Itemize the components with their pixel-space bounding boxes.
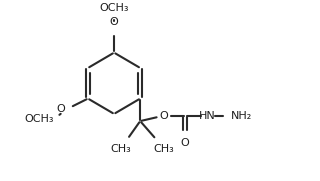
Text: O: O	[181, 138, 189, 148]
Text: OCH₃: OCH₃	[24, 114, 54, 124]
Text: O: O	[57, 104, 66, 114]
Text: CH₃: CH₃	[153, 144, 174, 154]
Text: HN: HN	[199, 111, 216, 121]
Text: NH₂: NH₂	[231, 111, 252, 121]
Text: O: O	[110, 17, 118, 28]
Text: O: O	[159, 111, 168, 121]
Text: OCH₃: OCH₃	[99, 3, 129, 13]
Text: CH₃: CH₃	[110, 144, 131, 154]
